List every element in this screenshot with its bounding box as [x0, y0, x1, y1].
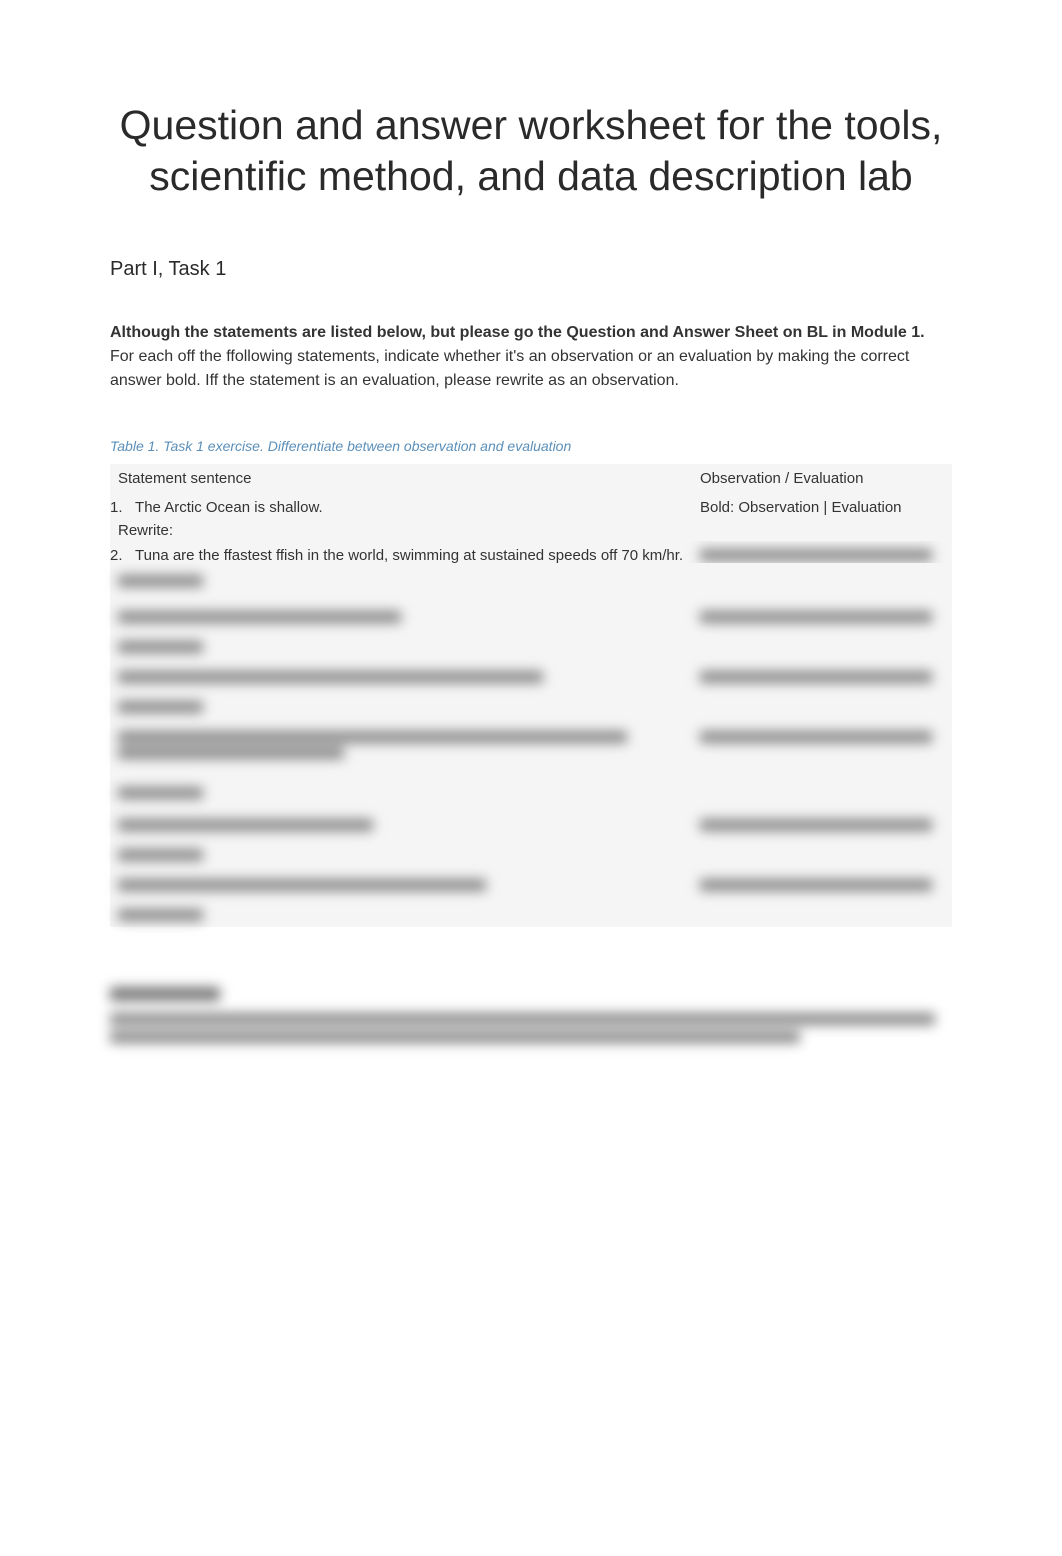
- row-num: 2.: [110, 547, 123, 563]
- header-answer: Observation / Evaluation: [692, 464, 952, 493]
- page-title: Question and answer worksheet for the to…: [110, 100, 952, 203]
- task-table: Statement sentence Observation / Evaluat…: [110, 464, 952, 927]
- instructions-bold: Although the statements are listed below…: [110, 324, 925, 341]
- header-statement: Statement sentence: [110, 464, 692, 493]
- statement-cell: 2. Tuna are the ffastest ffish in the wo…: [110, 541, 692, 563]
- row-statement: The Arctic Ocean is shallow.: [135, 499, 323, 516]
- table-header-row: Statement sentence Observation / Evaluat…: [110, 464, 952, 493]
- table-caption: Table 1. Task 1 exercise. Differentiate …: [110, 438, 952, 454]
- table-row: 2. Tuna are the ffastest ffish in the wo…: [110, 541, 952, 563]
- answer-cell-blurred: [692, 541, 952, 563]
- answer-cell: Bold: Observation | Evaluation: [692, 493, 952, 522]
- instructions-rest: For each off the ffollowing statements, …: [110, 348, 909, 389]
- row-num: 1.: [110, 499, 123, 516]
- rewrite-label: Rewrite:: [110, 522, 952, 541]
- part2-blurred: [110, 987, 952, 1043]
- row-statement: Tuna are the ffastest ffish in the world…: [135, 547, 683, 563]
- table-row: 1. The Arctic Ocean is shallow. Bold: Ob…: [110, 493, 952, 522]
- statement-cell: 1. The Arctic Ocean is shallow.: [110, 493, 692, 522]
- blurred-content: [110, 563, 952, 927]
- instructions: Although the statements are listed below…: [110, 321, 952, 393]
- part-heading: Part I, Task 1: [110, 258, 952, 281]
